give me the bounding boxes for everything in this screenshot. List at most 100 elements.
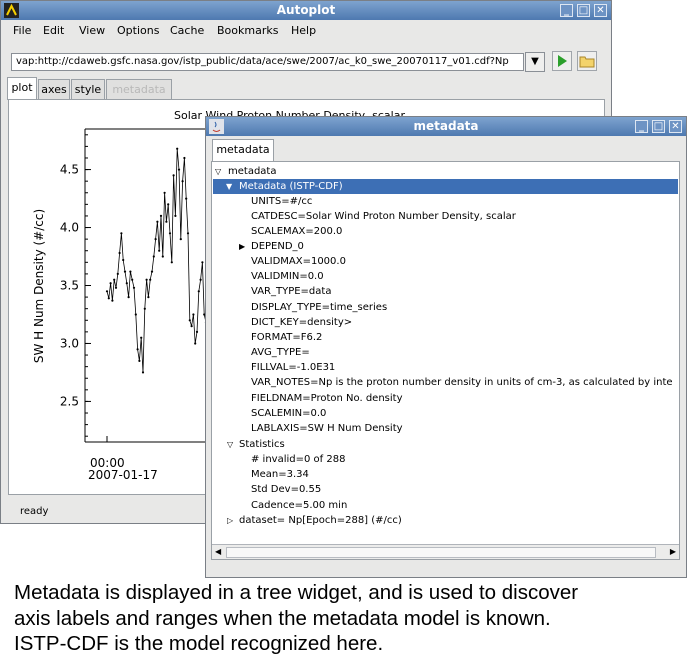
data-point <box>156 220 159 223</box>
menu-file[interactable]: File <box>13 24 32 37</box>
scroll-left-icon[interactable]: ◀ <box>215 547 222 556</box>
metadata-maximize-button[interactable]: □ <box>652 120 665 133</box>
minimize-button[interactable]: _ <box>560 4 573 17</box>
expanded-triangle-icon[interactable]: ▼ <box>226 182 233 191</box>
tree-leaf[interactable]: SCALEMIN=0.0 <box>251 408 327 419</box>
expanded-triangle-icon[interactable]: ▽ <box>215 167 222 176</box>
tree-node-metadata-group[interactable]: Metadata (ISTP-CDF) <box>239 181 343 192</box>
data-point <box>168 232 172 235</box>
tree-leaf[interactable]: LABLAXIS=SW H Num Density <box>251 423 403 434</box>
tab-metadata-inner[interactable]: metadata <box>212 139 274 162</box>
tree-node-root[interactable]: metadata <box>228 166 277 177</box>
data-point <box>105 290 109 293</box>
collapsed-triangle-icon[interactable]: ▶ <box>239 242 246 251</box>
maximize-button[interactable]: □ <box>577 4 590 17</box>
data-point <box>190 325 193 328</box>
tab-metadata[interactable]: metadata <box>106 79 172 99</box>
tree-leaf[interactable]: Std Dev=0.55 <box>251 484 322 495</box>
go-button[interactable] <box>552 51 572 71</box>
tree-leaf[interactable]: VAR_NOTES=Np is the proton number densit… <box>251 377 673 388</box>
data-point <box>118 251 121 255</box>
data-point <box>131 278 134 281</box>
y-tick-label: 3.5 <box>60 279 79 293</box>
tree-leaf[interactable]: FORMAT=F6.2 <box>251 332 323 343</box>
java-app-icon <box>209 119 224 134</box>
menu-view[interactable]: View <box>79 24 106 37</box>
menu-bookmarks[interactable]: Bookmarks <box>217 24 279 37</box>
data-point <box>136 348 139 351</box>
data-point <box>194 342 197 345</box>
menu-options[interactable]: Options <box>117 24 160 37</box>
tab-axes[interactable]: axes <box>38 79 70 99</box>
data-point <box>129 270 132 273</box>
metadata-tree[interactable]: ▽ metadata ▼ Metadata (ISTP-CDF) UNITS=#… <box>211 161 680 560</box>
tree-leaf[interactable]: Mean=3.34 <box>251 469 309 480</box>
tree-node-depend0[interactable]: DEPEND_0 <box>251 241 304 252</box>
tree-leaf[interactable]: Cadence=5.00 min <box>251 500 348 511</box>
data-point <box>132 286 136 289</box>
status-text: ready <box>20 506 49 517</box>
collapsed-triangle-icon[interactable]: ▷ <box>227 516 234 525</box>
menu-bar: File Edit View Options Cache Bookmarks H… <box>1 20 611 41</box>
menu-cache[interactable]: Cache <box>170 24 205 37</box>
figure-caption: Metadata is displayed in a tree widget, … <box>14 580 578 657</box>
data-point <box>111 299 114 302</box>
data-point <box>158 249 161 252</box>
menu-help[interactable]: Help <box>291 24 317 37</box>
scroll-right-icon[interactable]: ▶ <box>669 547 676 556</box>
tab-plot[interactable]: plot <box>7 77 37 100</box>
data-point <box>195 330 199 333</box>
tree-leaf[interactable]: FIELDNAM=Proton No. density <box>251 393 403 404</box>
play-icon <box>558 55 567 67</box>
data-point <box>147 296 150 299</box>
y-tick-label: 4.5 <box>60 163 79 177</box>
url-input[interactable]: vap:http://cdaweb.gsfc.nasa.gov/istp_pub… <box>11 53 524 71</box>
series-line <box>106 148 209 373</box>
tree-leaf[interactable]: CATDESC=Solar Wind Proton Number Density… <box>251 211 516 222</box>
tree-leaf[interactable]: VALIDMAX=1000.0 <box>251 256 346 267</box>
url-history-dropdown[interactable]: ▼ <box>525 52 545 72</box>
folder-icon <box>579 56 595 68</box>
tree-leaf[interactable]: FILLVAL=-1.0E31 <box>251 362 336 373</box>
data-point <box>183 156 186 160</box>
menu-edit[interactable]: Edit <box>43 24 65 37</box>
tree-leaf[interactable]: AVG_TYPE= <box>251 347 310 358</box>
tree-node-dataset[interactable]: dataset= Np[Epoch=288] (#/cc) <box>239 515 402 526</box>
data-point <box>120 232 123 235</box>
data-point <box>174 214 177 217</box>
metadata-close-button[interactable]: ✕ <box>669 120 682 133</box>
tree-leaf[interactable]: VALIDMIN=0.0 <box>251 271 324 282</box>
tree-node-statistics[interactable]: Statistics <box>239 439 285 450</box>
metadata-window-title: metadata <box>413 119 479 133</box>
tree-selection-highlight <box>213 179 678 194</box>
tree-leaf[interactable]: # invalid=0 of 288 <box>251 454 346 465</box>
data-point <box>179 238 182 241</box>
metadata-titlebar[interactable]: metadata _ □ ✕ <box>206 117 686 136</box>
data-point <box>107 297 110 300</box>
data-point <box>192 313 195 316</box>
data-point <box>141 371 145 374</box>
tree-leaf[interactable]: SCALEMAX=200.0 <box>251 226 343 237</box>
horizontal-scrollbar[interactable]: ◀ ▶ <box>212 544 679 559</box>
data-point <box>163 191 166 194</box>
tree-leaf[interactable]: VAR_TYPE=data <box>251 286 332 297</box>
tree-leaf[interactable]: DISPLAY_TYPE=time_series <box>251 302 388 313</box>
data-point <box>125 282 128 285</box>
tab-style[interactable]: style <box>71 79 105 99</box>
scrollbar-thumb[interactable] <box>226 547 656 558</box>
close-button[interactable]: ✕ <box>594 4 607 17</box>
data-point <box>123 270 127 273</box>
open-file-button[interactable] <box>577 51 597 71</box>
expanded-triangle-icon[interactable]: ▽ <box>227 440 234 449</box>
tree-leaf[interactable]: DICT_KEY=density> <box>251 317 353 328</box>
y-tick-label: 3.0 <box>60 336 79 350</box>
data-point <box>201 261 204 264</box>
data-point <box>134 313 137 316</box>
data-point <box>199 278 202 281</box>
autoplot-titlebar[interactable]: Autoplot _ □ ✕ <box>1 1 611 20</box>
metadata-minimize-button[interactable]: _ <box>635 120 648 133</box>
data-point <box>203 313 206 316</box>
data-point <box>177 168 181 171</box>
tree-leaf[interactable]: UNITS=#/cc <box>251 196 313 207</box>
